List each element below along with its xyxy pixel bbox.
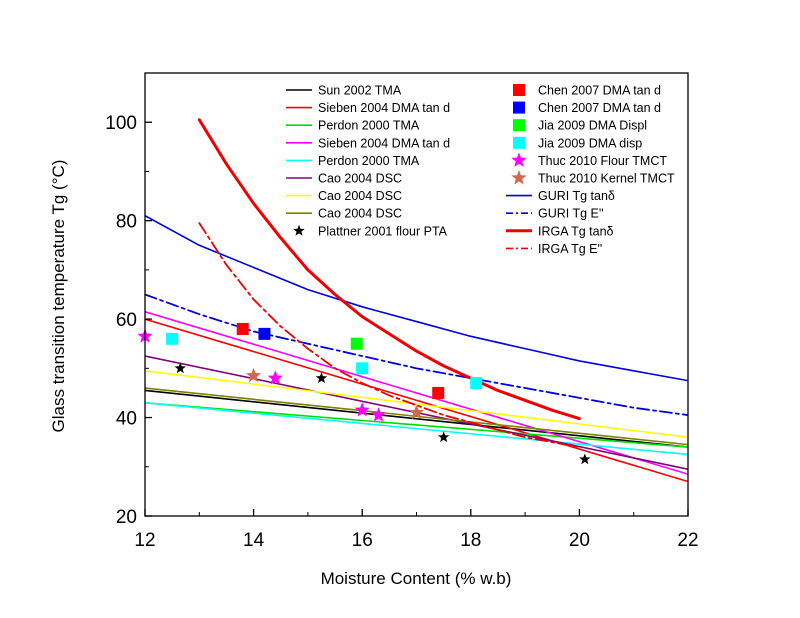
legend-right-label: IRGA Tg E'': [538, 242, 602, 256]
legend-left-entry: Sieben 2004 DMA tan d: [286, 136, 450, 150]
legend-left-entry: Sun 2002 TMA: [286, 84, 402, 98]
legend-right-label: IRGA Tg tanδ: [538, 224, 614, 238]
data-point-star: [267, 370, 283, 385]
series-line-7: [145, 387, 688, 446]
legend-left-label: Cao 2004 DSC: [318, 189, 402, 203]
y-axis-title: Glass transition temperature Tg (°C): [49, 160, 68, 433]
legend: Sun 2002 TMA Sieben 2004 DMA tan d Perdon …: [286, 84, 675, 256]
legend-right-entry: GURI Tg E'': [506, 207, 604, 221]
legend-right-swatch-square: [513, 84, 525, 96]
series-line-0: [145, 389, 688, 448]
y-tick-label: 60: [116, 310, 137, 331]
series-line-9: [145, 293, 688, 416]
legend-left-label: Plattner 2001 flour PTA: [318, 224, 448, 238]
legend-right-label: Jia 2009 DMA Displ: [538, 119, 647, 133]
legend-right-entry: GURI Tg tanδ: [506, 189, 615, 203]
data-point-square: [236, 322, 249, 335]
series-line-3: [145, 310, 688, 475]
data-point-star: [437, 431, 450, 443]
legend-right-label: Thuc 2010 Kernel TMCT: [538, 172, 675, 186]
y-tick-label: 100: [105, 113, 137, 134]
x-tick-label: 22: [677, 530, 698, 551]
y-tick-label: 40: [116, 409, 137, 430]
legend-left-entry: Cao 2004 DSC: [286, 189, 402, 203]
legend-right-entry: IRGA Tg tanδ: [506, 224, 614, 238]
data-point-star: [579, 453, 591, 465]
legend-right-entry: Chen 2007 DMA tan d: [513, 101, 661, 115]
legend-right-label: Chen 2007 DMA tan d: [538, 84, 661, 98]
legend-right-entry: Thuc 2010 Flour TMCT: [511, 152, 667, 168]
legend-left-entry: Cao 2004 DSC: [286, 207, 402, 221]
legend-right-swatch-square: [513, 136, 525, 149]
legend-left-label: Sieben 2004 DMA tan d: [318, 101, 450, 115]
x-tick-label: 12: [134, 530, 155, 551]
series-line-2: [145, 401, 688, 448]
y-tick-label: 80: [116, 212, 137, 233]
series-line-10: [197, 118, 581, 421]
legend-left-entry: Plattner 2001 flour PTA: [293, 224, 448, 238]
legend-left-label: Perdon 2000 TMA: [318, 119, 420, 133]
legend-right-label: GURI Tg tanδ: [538, 189, 615, 203]
data-point-square: [258, 327, 271, 340]
series-line-6: [145, 369, 688, 439]
data-point-square: [470, 377, 483, 390]
legend-left-entry: Cao 2004 DSC: [286, 172, 402, 186]
data-point-star: [370, 407, 387, 422]
legend-left-label: Cao 2004 DSC: [318, 207, 402, 221]
legend-right-label: Jia 2009 DMA disp: [538, 136, 642, 150]
data-point-square: [350, 337, 363, 350]
data-point-square: [356, 362, 369, 375]
legend-left-label: Sun 2002 TMA: [318, 84, 402, 98]
legend-right-swatch-star: [511, 170, 527, 185]
legend-right-label: Chen 2007 DMA tan d: [538, 101, 661, 115]
data-point-square: [432, 386, 445, 399]
legend-right-swatch-star: [511, 152, 527, 167]
series-line-1: [145, 318, 688, 483]
data-point-star: [354, 402, 370, 417]
data-point-star: [315, 372, 328, 384]
legend-left-entry: Perdon 2000 TMA: [286, 119, 420, 133]
legend-left-label: Cao 2004 DSC: [318, 172, 402, 186]
legend-right-entry: Thuc 2010 Kernel TMCT: [511, 170, 675, 186]
legend-right-swatch-square: [513, 101, 525, 114]
legend-left-entry: Sieben 2004 DMA tan d: [286, 101, 450, 115]
legend-right-swatch-square: [513, 119, 525, 132]
x-tick-label: 16: [352, 530, 373, 551]
data-point-star: [245, 367, 262, 383]
legend-right-entry: Chen 2007 DMA tan d: [513, 84, 661, 98]
series-line-4: [145, 401, 688, 456]
legend-right-entry: Jia 2009 DMA Displ: [513, 119, 647, 133]
plot-area: [137, 118, 688, 483]
series-line-11: [198, 222, 581, 448]
legend-left-entry: Perdon 2000 TMA: [286, 154, 420, 168]
legend-right-entry: Jia 2009 DMA disp: [513, 136, 642, 150]
x-tick-label: 18: [460, 530, 481, 551]
legend-right-label: GURI Tg E'': [538, 207, 604, 221]
legend-right-label: Thuc 2010 Flour TMCT: [538, 154, 667, 168]
axes: 12 14 16 18 20 22 20 40 60 80 100: [105, 72, 699, 551]
x-tick-label: 20: [569, 530, 590, 551]
legend-left-label: Sieben 2004 DMA tan d: [318, 136, 450, 150]
x-axis-title: Moisture Content (% w.b): [321, 569, 512, 588]
data-point-square: [166, 332, 179, 345]
series-line-8: [145, 214, 688, 382]
legend-left-swatch-star: [293, 224, 305, 236]
legend-right-entry: IRGA Tg E'': [506, 242, 602, 256]
data-point-star: [174, 362, 186, 374]
legend-left-label: Perdon 2000 TMA: [318, 154, 420, 168]
x-tick-label: 14: [243, 530, 265, 551]
y-tick-label: 20: [116, 507, 137, 528]
data-point-star: [408, 404, 425, 420]
